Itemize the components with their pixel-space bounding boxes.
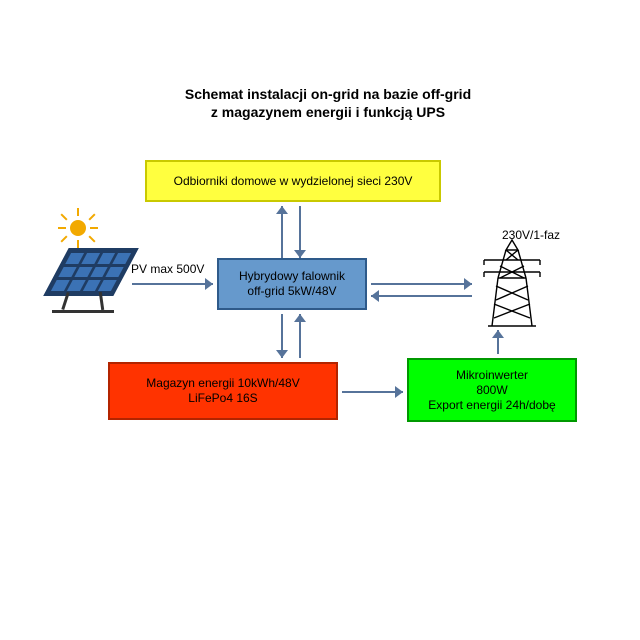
arrow-head-battery-to-inverter — [294, 314, 306, 322]
arrow-head-inverter-to-battery — [276, 350, 288, 358]
arrow-head-battery-to-micro — [395, 386, 403, 398]
diagram-title: Schemat instalacji on-grid na bazie off-… — [138, 86, 518, 121]
power-grid-icon — [478, 238, 546, 330]
sun-icon — [58, 208, 98, 248]
arrow-head-pv-to-inverter — [205, 278, 213, 290]
node-inverter: Hybrydowy falownik off-grid 5kW/48V — [217, 258, 367, 310]
arrow-head-micro-to-grid — [492, 330, 504, 338]
node-microinverter: Mikroinwerter 800W Export energii 24h/do… — [407, 358, 577, 422]
diagram-canvas: Schemat instalacji on-grid na bazie off-… — [0, 0, 640, 640]
arrow-head-inverter-to-grid — [464, 278, 472, 290]
arrow-head-loads-to-inverter-down — [294, 250, 306, 258]
arrow-grid-to-inverter — [371, 295, 472, 297]
arrow-head-inverter-to-loads-up — [276, 206, 288, 214]
node-loads: Odbiorniki domowe w wydzielonej sieci 23… — [145, 160, 441, 202]
arrow-inverter-to-grid — [371, 283, 472, 285]
label-grid: 230V/1-faz — [502, 228, 560, 242]
arrow-battery-to-micro — [342, 391, 403, 393]
arrow-head-grid-to-inverter — [371, 290, 379, 302]
solar-panel-icon — [42, 248, 132, 318]
label-pv: PV max 500V — [131, 262, 204, 276]
arrow-pv-to-inverter — [132, 283, 213, 285]
node-battery: Magazyn energii 10kWh/48V LiFePo4 16S — [108, 362, 338, 420]
